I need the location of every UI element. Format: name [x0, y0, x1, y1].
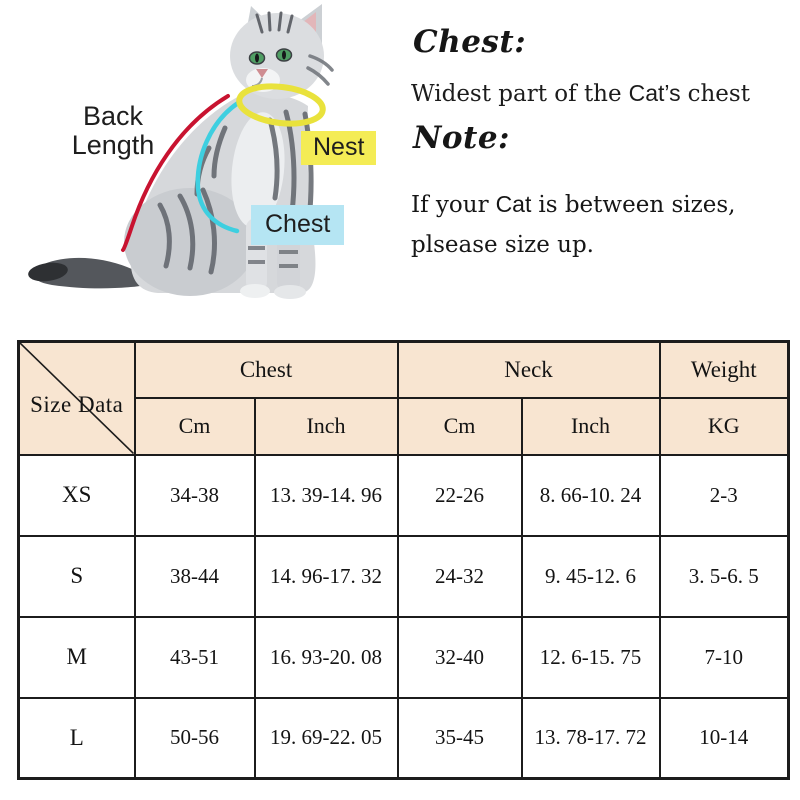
neck-cm-header: Cm: [396, 396, 523, 456]
neck-group-header: Neck: [396, 340, 661, 399]
info-panel: Chest: Widest part of the Cat’s chest Note…: [411, 24, 793, 265]
animal-word: Cat: [495, 190, 532, 217]
chest-cm-cell: 38-44: [133, 534, 256, 618]
size-cell: XS: [17, 453, 136, 537]
neck-cm-cell: 22-26: [396, 453, 523, 537]
neck-cm-cell: 32-40: [396, 615, 523, 699]
neck-inch-cell: 12. 6-15. 75: [520, 615, 661, 699]
size-data-corner-cell: Size Data: [17, 340, 136, 456]
cat-photo: [28, 4, 334, 299]
nest-ring: [236, 83, 326, 127]
note-text: If your Cat is between sizes, plsease size …: [411, 184, 793, 265]
chest-inch-cell: 13. 39-14. 96: [253, 453, 399, 537]
corner-label: Size Data: [30, 392, 124, 418]
size-chart-table: Size Data Chest Neck Weight Cm Inch Cm I…: [17, 340, 791, 780]
weight-kg-cell: 7-10: [658, 615, 790, 699]
chest-line: [195, 100, 241, 234]
size-cell: M: [17, 615, 136, 699]
chest-inch-cell: 16. 93-20. 08: [253, 615, 399, 699]
diagonal-divider: [20, 343, 134, 454]
table-row-m: M 43-51 16. 93-20. 08 32-40 12. 6-15. 75…: [17, 615, 790, 699]
chest-description: Widest part of the Cat’s chest: [411, 80, 750, 107]
neck-cm-cell: 35-45: [396, 696, 523, 780]
chest-inch-cell: 14. 96-17. 32: [253, 534, 399, 618]
chest-group-header: Chest: [133, 340, 399, 399]
nest-label: Nest: [301, 131, 377, 165]
table-row-s: S 38-44 14. 96-17. 32 24-32 9. 45-12. 6 …: [17, 534, 790, 618]
chest-inch-header: Inch: [253, 396, 399, 456]
chest-cm-cell: 43-51: [133, 615, 256, 699]
table-row-l: L 50-56 19. 69-22. 05 35-45 13. 78-17. 7…: [17, 696, 790, 780]
chest-inch-cell: 19. 69-22. 05: [253, 696, 399, 780]
table-row-xs: XS 34-38 13. 39-14. 96 22-26 8. 66-10. 2…: [17, 453, 790, 537]
size-cell: S: [17, 534, 136, 618]
weight-kg-cell: 3. 5-6. 5: [658, 534, 790, 618]
size-cell: L: [17, 696, 136, 780]
chest-heading: Chest:: [413, 24, 527, 60]
neck-inch-header: Inch: [520, 396, 661, 456]
chest-cm-cell: 50-56: [133, 696, 256, 780]
back-length-line: [121, 94, 230, 252]
weight-kg-header: KG: [658, 396, 790, 456]
weight-kg-cell: 10-14: [658, 696, 790, 780]
weight-kg-cell: 2-3: [658, 453, 790, 537]
neck-inch-cell: 9. 45-12. 6: [520, 534, 661, 618]
chest-cm-header: Cm: [133, 396, 256, 456]
weight-group-header: Weight: [658, 340, 790, 399]
chest-label: Chest: [251, 205, 345, 245]
note-heading: Note:: [413, 119, 510, 156]
note-text-line2: plsease size up.: [411, 231, 594, 258]
neck-cm-cell: 24-32: [396, 534, 523, 618]
chest-cm-cell: 34-38: [133, 453, 256, 537]
neck-inch-cell: 8. 66-10. 24: [520, 453, 661, 537]
neck-inch-cell: 13. 78-17. 72: [520, 696, 661, 780]
back-length-label: Back Length: [71, 101, 155, 160]
animal-word: Cat’s: [628, 80, 681, 106]
